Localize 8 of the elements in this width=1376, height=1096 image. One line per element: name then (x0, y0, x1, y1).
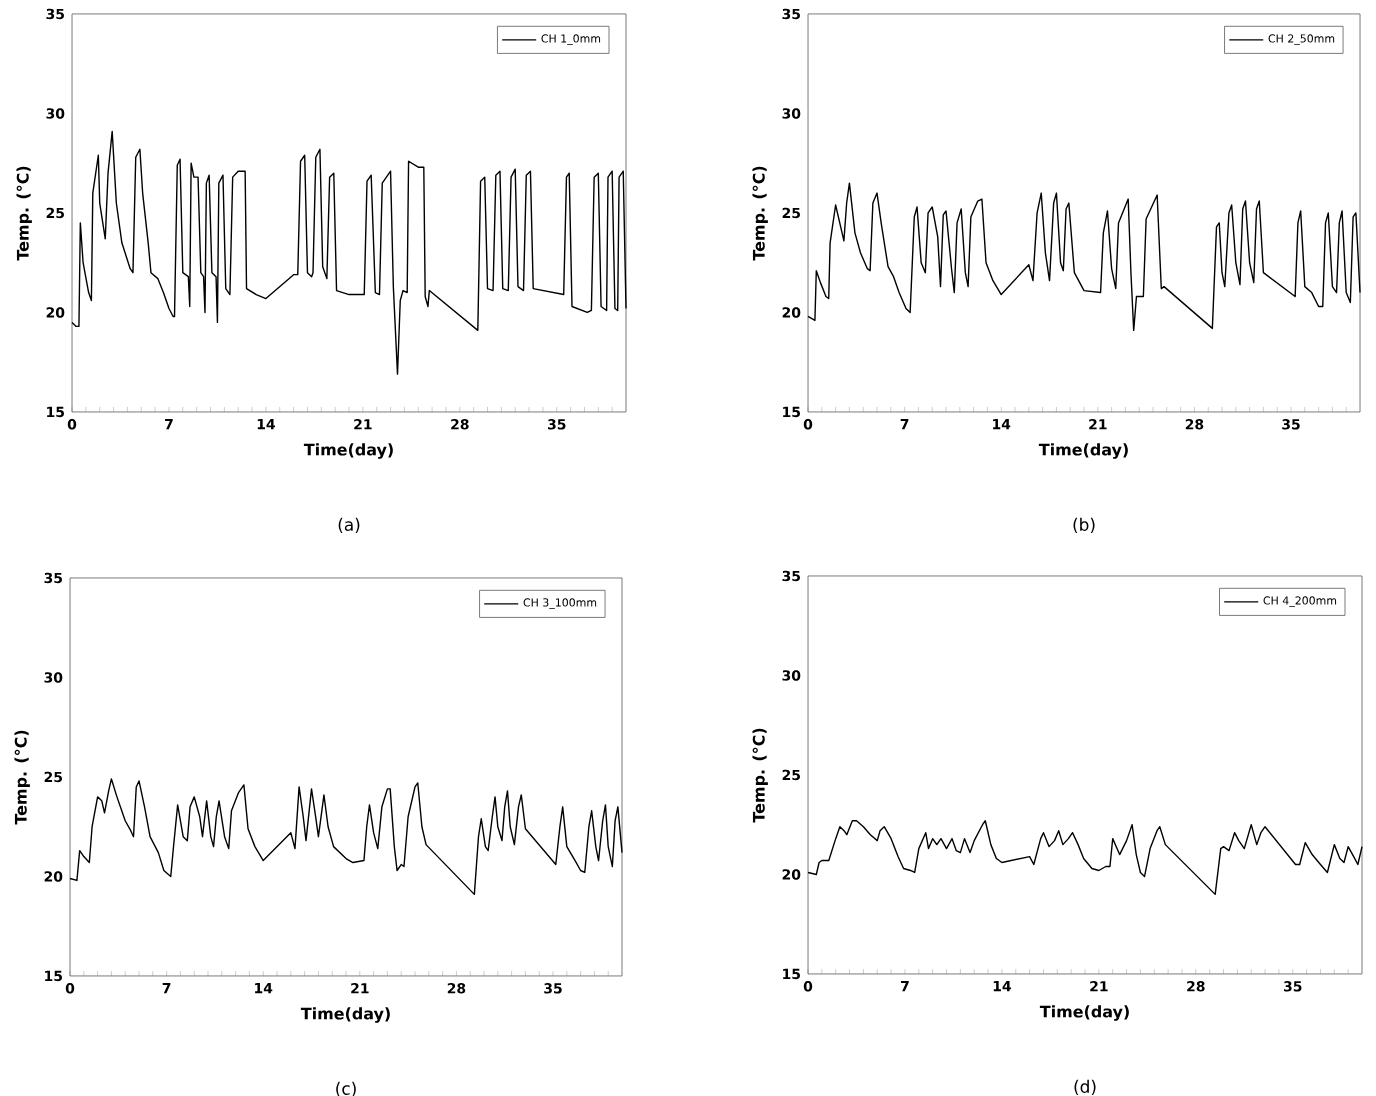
line-series (807, 820, 1363, 896)
line-series (69, 778, 623, 896)
text: (d) (1074, 1079, 1096, 1095)
line-series (807, 182, 1361, 332)
text: (a) (338, 517, 360, 533)
line-series (71, 130, 627, 375)
text: (b) (1073, 517, 1095, 533)
text: (c) (336, 1081, 356, 1096)
